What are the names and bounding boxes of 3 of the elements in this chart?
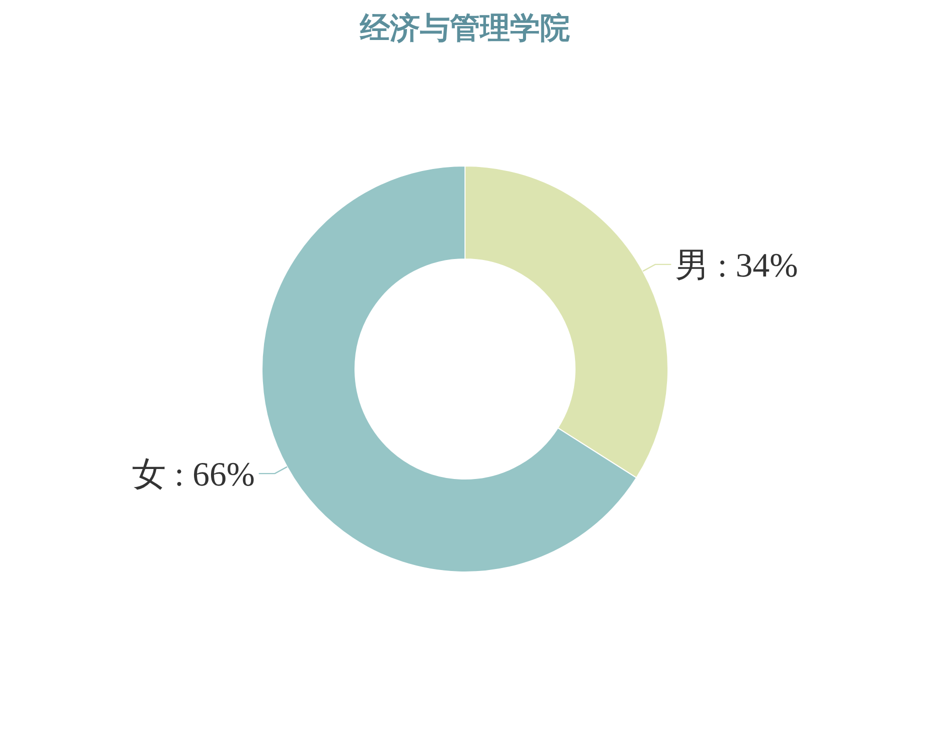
slice-label: 女 : 66%	[132, 456, 255, 494]
chart-title: 经济与管理学院	[359, 11, 570, 46]
slice-label: 男 : 34%	[675, 247, 798, 284]
